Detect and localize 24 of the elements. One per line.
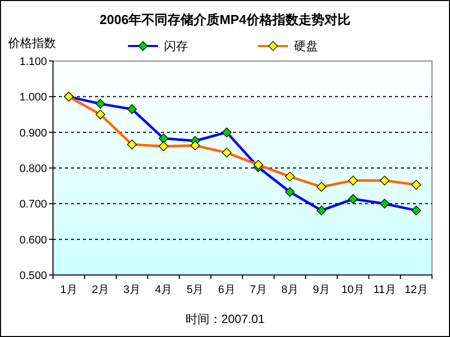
text: 时间：2007.01 — [185, 312, 266, 326]
y-tick-label: 0.700 — [19, 198, 47, 211]
chart-title: 2006年不同存储介质MP4价格指数走势对比 — [100, 12, 350, 27]
y-tick-label: 0.800 — [19, 163, 47, 175]
y-tick-label: 0.600 — [19, 234, 47, 246]
x-tick-label: 6月 — [218, 284, 236, 296]
x-tick-label: 8月 — [281, 284, 298, 296]
x-tick-label: 3月 — [123, 284, 141, 296]
x-tick-label: 11月 — [373, 284, 396, 296]
x-tick-label: 5月 — [186, 284, 204, 296]
y-tick-label: 0.900 — [19, 127, 47, 140]
x-tick-label: 10月 — [341, 284, 365, 296]
x-tick-label: 12月 — [404, 284, 428, 296]
y-tick-label: 1.100 — [19, 56, 47, 68]
x-tick-label: 9月 — [312, 284, 330, 296]
y-tick-label: 0.500 — [19, 270, 47, 282]
y-tick-label: 1.000 — [19, 92, 47, 104]
y-axis-title: 价格指数 — [7, 36, 56, 50]
x-tick-label: 7月 — [250, 284, 267, 296]
legend-label: 硬盘 — [294, 39, 318, 53]
x-tick-label: 2月 — [92, 284, 109, 296]
x-tick-label: 4月 — [154, 284, 172, 296]
legend-label: 闪存 — [164, 39, 188, 53]
x-tick-label: 1月 — [60, 284, 78, 296]
